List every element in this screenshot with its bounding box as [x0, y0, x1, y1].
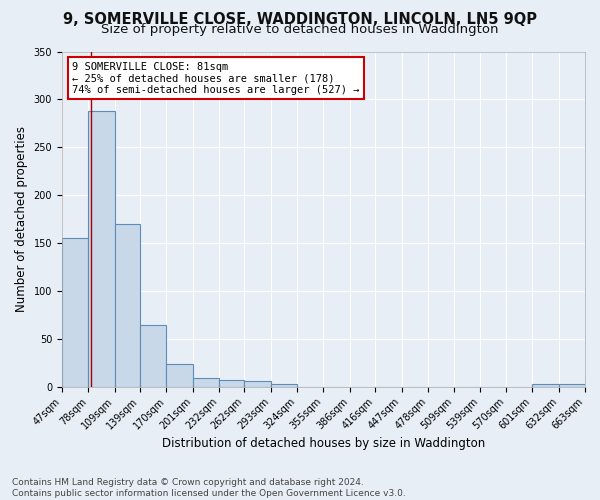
Text: Size of property relative to detached houses in Waddington: Size of property relative to detached ho…: [101, 22, 499, 36]
Bar: [193, 378, 219, 387]
Bar: [244, 381, 271, 387]
Text: Contains HM Land Registry data © Crown copyright and database right 2024.
Contai: Contains HM Land Registry data © Crown c…: [12, 478, 406, 498]
Bar: [115, 224, 140, 387]
Bar: [166, 364, 193, 387]
Text: 9, SOMERVILLE CLOSE, WADDINGTON, LINCOLN, LN5 9QP: 9, SOMERVILLE CLOSE, WADDINGTON, LINCOLN…: [63, 12, 537, 28]
Bar: [271, 384, 297, 387]
Bar: [532, 384, 559, 387]
Bar: [88, 111, 115, 387]
Bar: [559, 384, 585, 387]
Bar: [62, 238, 88, 387]
Bar: [219, 380, 244, 387]
X-axis label: Distribution of detached houses by size in Waddington: Distribution of detached houses by size …: [162, 437, 485, 450]
Y-axis label: Number of detached properties: Number of detached properties: [15, 126, 28, 312]
Bar: [140, 324, 166, 387]
Text: 9 SOMERVILLE CLOSE: 81sqm
← 25% of detached houses are smaller (178)
74% of semi: 9 SOMERVILLE CLOSE: 81sqm ← 25% of detac…: [73, 62, 360, 95]
